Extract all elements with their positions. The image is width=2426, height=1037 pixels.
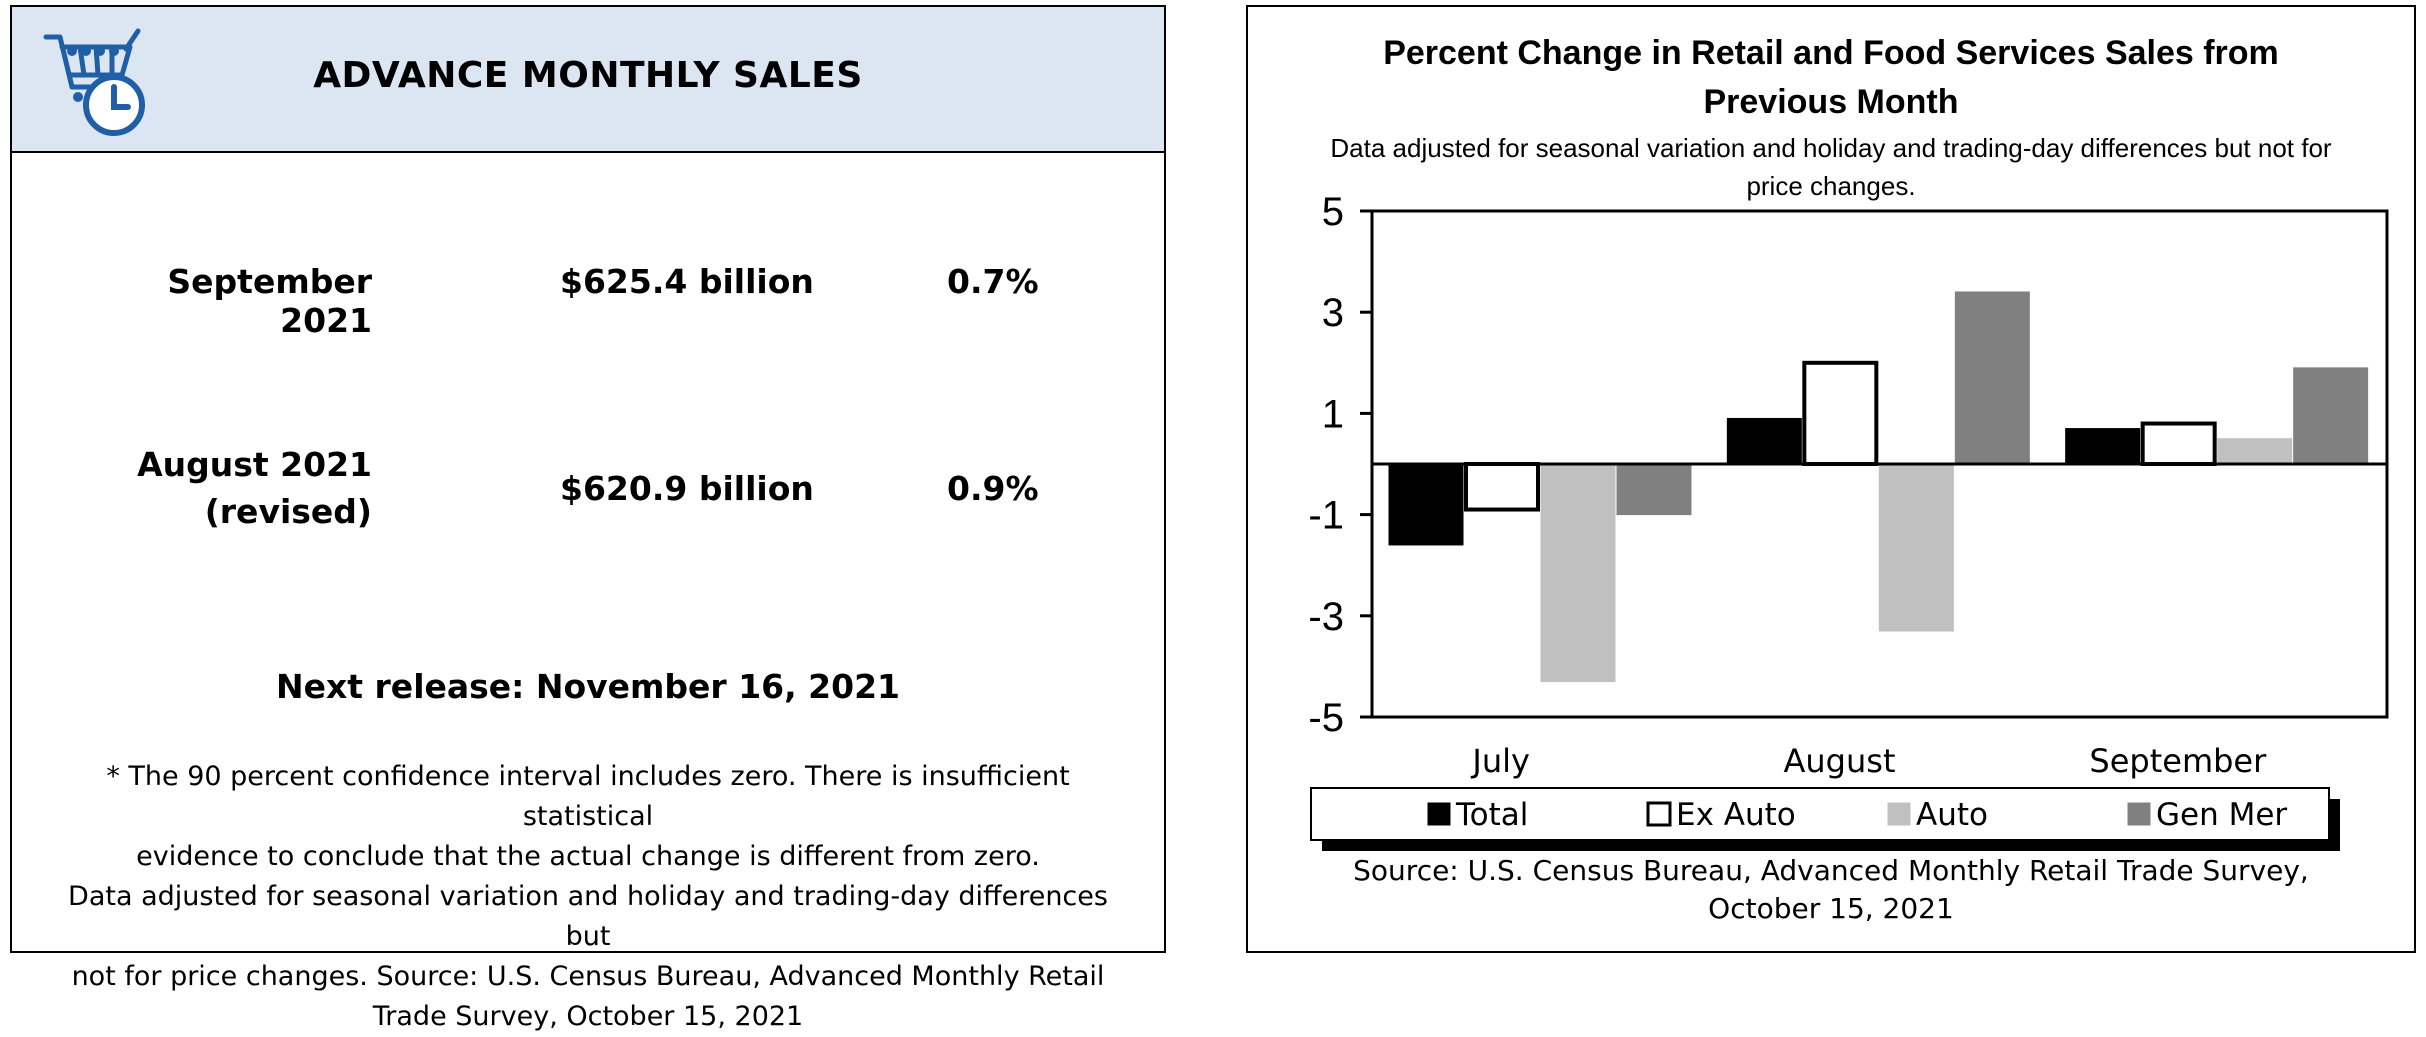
legend-label: Total [1455,797,1528,833]
y-tick-label: 3 [1322,291,1344,335]
bar [2065,428,2141,465]
row-date-august: August 2021 [137,445,372,484]
chart-source-line: Source: U.S. Census Bureau, Advanced Mon… [1353,854,2309,887]
row-amount-september: $625.4 billion [560,262,814,301]
legend-swatch [1887,802,1911,826]
bar [2140,421,2217,466]
legend-swatch [1646,801,1672,827]
chart-title-line: Percent Change in Retail and Food Servic… [1383,34,2279,72]
legend-label: Ex Auto [1676,797,1796,833]
footnote: * The 90 percent confidence interval inc… [42,757,1134,1037]
bar-chart: 5 3 1 -1 -3 -5 July August September Total Ex Auto… [1308,190,2389,851]
chart-source-line: October 15, 2021 [1708,892,1954,925]
row-date-note-august: (revised) [204,492,372,531]
legend [1310,787,2330,841]
chart-source: Source: U.S. Census Bureau, Advanced Mon… [1248,852,2414,928]
chart-subtitle-line: price changes. [1746,171,1916,201]
legend-swatch [2127,802,2151,826]
legend-swatch [1427,802,1451,826]
row-percent-september: 0.7% [947,262,1039,301]
row-date-september: September 2021 [167,262,372,340]
legend-label: Auto [1916,797,1988,833]
bar [1726,417,1802,465]
x-tick-label: July [1470,742,1530,780]
bar [1616,463,1692,516]
advance-monthly-sales-panel: ADVANCE MONTHLY SALES September 2021 $62… [10,5,1166,1032]
footnote-line: Trade Survey, October 15, 2021 [372,1001,804,1032]
shopping-cart-clock-icon [43,28,145,136]
y-tick-label: -5 [1308,696,1344,740]
footnote-line: Data adjusted for seasonal variation and… [68,881,1108,952]
footnote-line: not for price changes. Source: U.S. Cens… [71,961,1105,992]
chart-subtitle: Data adjusted for seasonal variation and… [1268,129,2394,205]
chart-subtitle-line: Data adjusted for seasonal variation and… [1330,133,2332,163]
bar [1954,291,2030,465]
x-tick-label: September [2089,742,2267,780]
next-release-date: Next release: November 16, 2021 [275,667,900,706]
legend-label: Gen Mer [2156,797,2287,833]
y-tick-label: 5 [1322,190,1344,234]
y-tick-label: -3 [1308,595,1344,639]
panel-title: ADVANCE MONTHLY SALES [313,55,863,96]
chart-title-line: Previous Month [1703,83,1959,121]
bar [1878,463,1954,632]
y-tick-label: 1 [1322,392,1344,436]
bar [2217,438,2293,465]
bar [1540,463,1616,683]
chart-title: Percent Change in Retail and Food Servic… [1248,29,2414,127]
footnote-line: * The 90 percent confidence interval inc… [106,761,1070,832]
x-tick-label: August [1784,742,1896,780]
bar [1388,463,1464,546]
chart-panel: Percent Change in Retail and Food Servic… [1246,5,2416,953]
row-amount-august: $620.9 billion [560,469,814,508]
bar [2293,367,2369,465]
y-tick-label: -1 [1308,494,1344,538]
bar [1802,360,1879,466]
footnote-line: evidence to conclude that the actual cha… [136,841,1040,872]
row-percent-august: 0.9% [947,469,1039,508]
panel-header: ADVANCE MONTHLY SALES [12,7,1164,153]
bar [1464,462,1540,512]
